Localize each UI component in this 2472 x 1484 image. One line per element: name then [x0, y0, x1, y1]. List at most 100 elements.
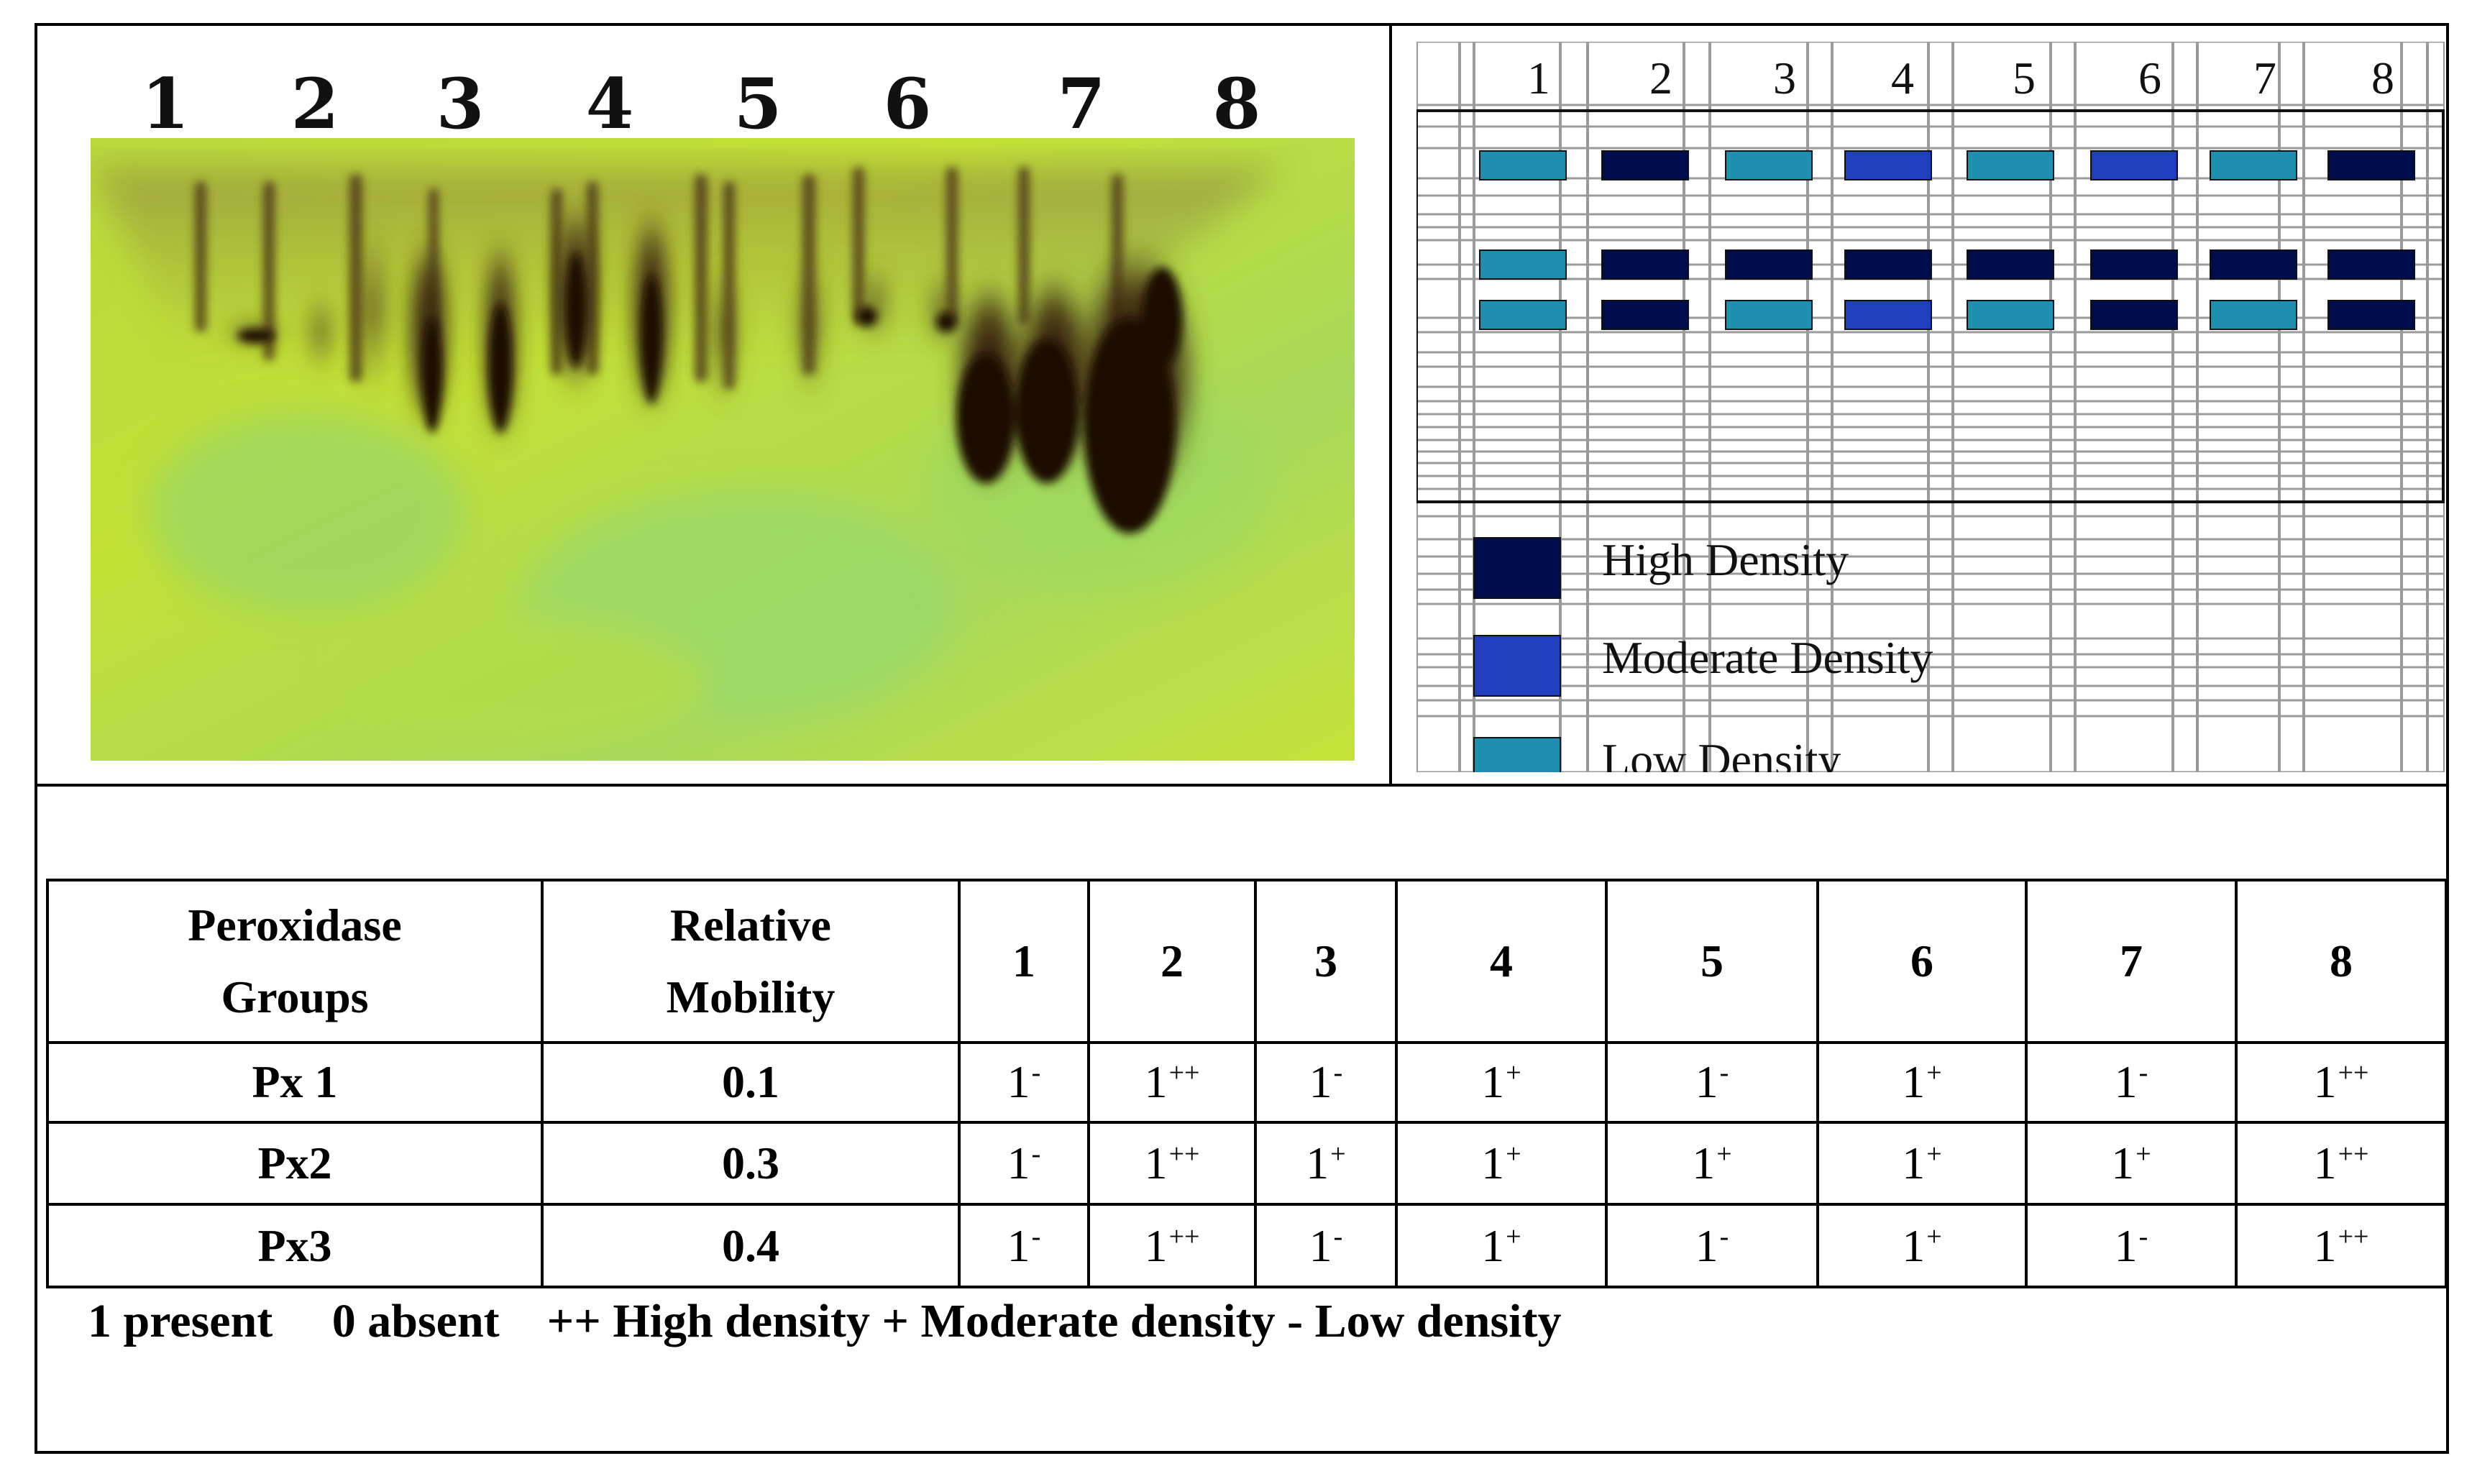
density-mark: ++ — [1168, 1221, 1200, 1252]
density-cell: 1+ — [1254, 1120, 1398, 1206]
band — [1601, 150, 1689, 180]
gel-lane-label: 3 — [436, 63, 485, 145]
density-cell: 1+ — [1395, 1203, 1608, 1288]
header-lane: 2 — [1087, 879, 1257, 1044]
density-mark: + — [1506, 1221, 1521, 1252]
density-cell: 1++ — [2235, 1203, 2448, 1288]
table-header-row: Peroxidase Groups Relative Mobility 1 2 … — [46, 879, 2448, 1044]
gel-photo — [91, 138, 1355, 761]
zymogram-lane-label: 2 — [1649, 52, 1672, 104]
zymogram-lane-label: 8 — [2371, 52, 2394, 104]
density-cell: 1++ — [1087, 1203, 1257, 1288]
band — [1967, 300, 2054, 330]
band — [2327, 249, 2415, 280]
gel-lane-label: 2 — [290, 63, 339, 145]
density-cell: 1+ — [1816, 1120, 2028, 1206]
density-mark: + — [1926, 1058, 1942, 1089]
header-lane: 5 — [1605, 879, 1819, 1044]
presence-value: 1 — [1692, 1137, 1716, 1188]
density-cell: 1+ — [1395, 1041, 1608, 1124]
band — [1967, 249, 2054, 280]
density-mark: - — [1031, 1058, 1041, 1089]
legend-swatch — [1473, 737, 1561, 772]
gel-lane-labels: 1 2 3 4 5 6 7 8 — [91, 63, 1370, 145]
figure-frame — [35, 23, 2449, 1454]
legend-swatch — [1473, 537, 1561, 599]
density-cell: 1++ — [2235, 1041, 2448, 1124]
density-mark: + — [2135, 1138, 2151, 1169]
presence-value: 1 — [1481, 1137, 1505, 1188]
presence-value: 1 — [1007, 1137, 1030, 1188]
band — [1967, 150, 2054, 180]
header-line: Groups — [221, 971, 369, 1022]
density-cell: 1+ — [1605, 1120, 1819, 1206]
presence-value: 1 — [1007, 1056, 1030, 1108]
table-row: Px3 0.4 1- 1++ 1- 1+ 1- 1+ 1- 1++ — [46, 1203, 2448, 1288]
density-cell: 1- — [958, 1041, 1090, 1124]
header-lane: 1 — [958, 879, 1090, 1044]
peroxidase-table: Peroxidase Groups Relative Mobility 1 2 … — [46, 879, 2448, 1288]
density-mark: + — [1926, 1138, 1942, 1169]
presence-value: 1 — [1902, 1219, 1926, 1271]
presence-value: 1 — [1481, 1056, 1505, 1108]
density-mark: - — [1031, 1138, 1041, 1169]
group-cell: Px3 — [46, 1203, 544, 1288]
presence-value: 1 — [2114, 1219, 2138, 1271]
legend-label: High Density — [1602, 534, 1849, 585]
density-cell: 1++ — [2235, 1120, 2448, 1206]
density-cell: 1+ — [1816, 1203, 2028, 1288]
zymogram-lane-label: 3 — [1773, 52, 1796, 104]
band — [2210, 150, 2297, 180]
zymogram-lane-label: 7 — [2253, 52, 2276, 104]
header-relative-mobility: Relative Mobility — [541, 879, 961, 1044]
gel-lane-label: 5 — [733, 63, 782, 145]
presence-value: 1 — [1481, 1219, 1505, 1271]
density-mark: ++ — [1168, 1138, 1200, 1169]
band — [1601, 300, 1689, 330]
gel-lane-label: 6 — [883, 63, 932, 145]
density-mark: + — [1506, 1058, 1521, 1089]
group-cell: Px2 — [46, 1120, 544, 1206]
density-mark: - — [1719, 1221, 1729, 1252]
band — [1601, 249, 1689, 280]
table-footnote: 1 present 0 absent ++ High density + Mod… — [88, 1295, 1562, 1347]
density-cell: 1- — [2025, 1041, 2238, 1124]
density-mark: + — [1926, 1221, 1942, 1252]
mobility-cell: 0.4 — [541, 1203, 961, 1288]
gel-lane-label: 4 — [585, 63, 634, 145]
mobility-cell: 0.3 — [541, 1120, 961, 1206]
density-cell: 1+ — [2025, 1120, 2238, 1206]
presence-value: 1 — [1144, 1219, 1168, 1271]
density-mark: + — [1716, 1138, 1732, 1169]
zymogram-lane-label: 5 — [2013, 52, 2036, 104]
table-row: Px 1 0.1 1- 1++ 1- 1+ 1- 1+ 1- 1++ — [46, 1041, 2448, 1124]
presence-value: 1 — [2111, 1137, 2135, 1188]
gel-lane-label: 8 — [1212, 63, 1261, 145]
presence-value: 1 — [2313, 1056, 2337, 1108]
band — [1725, 249, 1813, 280]
band — [2327, 300, 2415, 330]
density-cell: 1- — [958, 1203, 1090, 1288]
header-lane: 4 — [1395, 879, 1608, 1044]
presence-value: 1 — [1695, 1056, 1718, 1108]
presence-value: 1 — [1309, 1219, 1332, 1271]
zymogram-schematic: 1 2 3 4 5 6 7 8 High Density Moderate Density Low … — [1416, 42, 2445, 772]
gel-lane-label: 7 — [1057, 63, 1106, 145]
density-mark: - — [2138, 1058, 2148, 1089]
density-cell: 1- — [1605, 1203, 1819, 1288]
density-mark: ++ — [2338, 1138, 2369, 1169]
header-line: Mobility — [666, 971, 836, 1022]
zymogram-lane-label: 1 — [1527, 52, 1550, 104]
band — [1844, 150, 1932, 180]
band — [2327, 150, 2415, 180]
legend-swatch — [1473, 635, 1561, 697]
presence-value: 1 — [1144, 1137, 1168, 1188]
presence-value: 1 — [1902, 1056, 1926, 1108]
mobility-cell: 0.1 — [541, 1041, 961, 1124]
band — [2090, 300, 2178, 330]
horizontal-divider — [35, 784, 2449, 787]
legend-label: Moderate Density — [1602, 632, 1933, 683]
density-mark: + — [1506, 1138, 1521, 1169]
density-cell: 1- — [1605, 1041, 1819, 1124]
group-cell: Px 1 — [46, 1041, 544, 1124]
